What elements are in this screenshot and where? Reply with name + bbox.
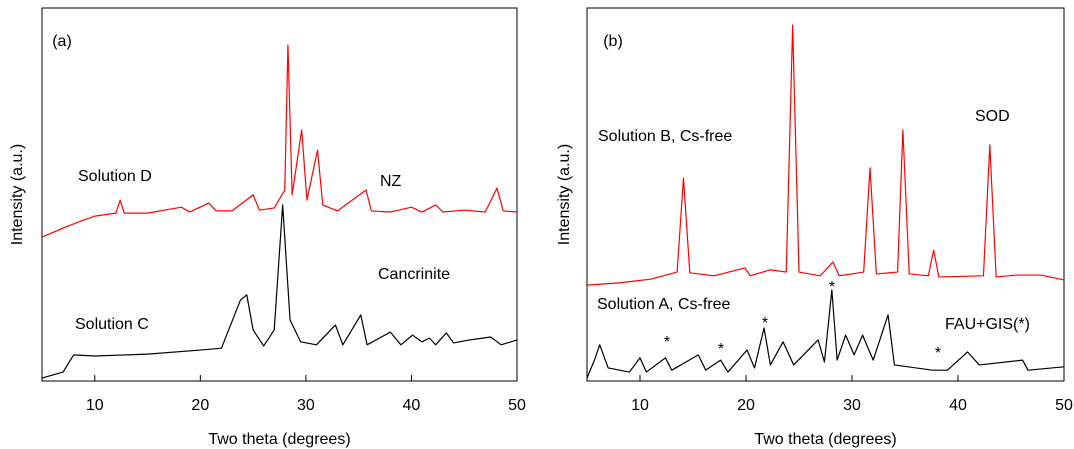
panel-label: (a): [52, 33, 72, 50]
x-tick-label: 30: [297, 397, 315, 414]
series-label: Solution C: [75, 316, 149, 333]
annotation: *: [935, 345, 941, 362]
annotation: *: [718, 341, 724, 358]
x-tick-label: 20: [737, 397, 755, 414]
plot-frame: [586, 7, 1065, 382]
panel-label: (b): [603, 33, 623, 50]
x-axis-label: Two theta (degrees): [754, 431, 896, 448]
xrd-curve: [586, 289, 1065, 379]
x-tick-label: 10: [86, 397, 104, 414]
y-axis-label: Intensity (a.u.): [556, 144, 573, 245]
x-tick-label: 40: [403, 397, 421, 414]
annotation: FAU+GIS(*): [945, 316, 1030, 333]
x-axis-label: Two theta (degrees): [208, 431, 350, 448]
series-label: Solution B, Cs-free: [598, 128, 732, 145]
xrd-curve: [586, 24, 1065, 286]
series-label: Solution A, Cs-free: [597, 296, 731, 313]
x-tick-label: 10: [631, 397, 649, 414]
annotation: *: [829, 279, 835, 296]
xrd-curve: [41, 204, 518, 379]
x-tick-label: 30: [843, 397, 861, 414]
annotation: Cancrinite: [378, 266, 450, 283]
x-tick-label: 20: [191, 397, 209, 414]
annotation: *: [762, 315, 768, 332]
series-label: Solution D: [78, 168, 152, 185]
annotation: SOD: [975, 108, 1010, 125]
y-axis-label: Intensity (a.u.): [9, 144, 26, 245]
annotation: NZ: [380, 173, 402, 190]
x-tick-label: 50: [1055, 397, 1073, 414]
x-tick-label: 50: [508, 397, 526, 414]
annotation: *: [664, 334, 670, 351]
plot-frame: [41, 7, 518, 382]
x-tick-label: 40: [949, 397, 967, 414]
xrd-curve: [41, 44, 518, 238]
